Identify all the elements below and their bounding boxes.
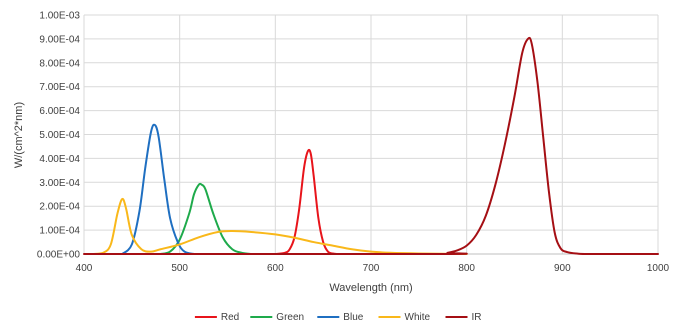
legend: Red Green Blue White IR bbox=[194, 312, 482, 323]
y-tick-label: 5.00E-04 bbox=[39, 130, 80, 141]
x-tick-label: 500 bbox=[171, 263, 188, 274]
y-tick-label: 2.00E-04 bbox=[39, 202, 80, 213]
y-tick-label: 6.00E-04 bbox=[39, 106, 80, 117]
y-tick-label: 7.00E-04 bbox=[39, 82, 80, 93]
series-line-green bbox=[159, 182, 253, 255]
y-tick-label: 9.00E-04 bbox=[39, 34, 80, 45]
series-line-white bbox=[92, 197, 468, 255]
series-line-blue bbox=[121, 123, 196, 255]
y-tick-label: 8.00E-04 bbox=[39, 58, 80, 69]
legend-label-white: White bbox=[405, 312, 431, 323]
legend-label-blue: Blue bbox=[343, 312, 363, 323]
series-line-red bbox=[274, 148, 339, 255]
y-tick-label: 0.00E+00 bbox=[37, 250, 81, 261]
legend-label-red: Red bbox=[221, 312, 239, 323]
x-tick-label: 700 bbox=[363, 263, 380, 274]
grid-lines bbox=[83, 14, 659, 255]
y-axis-tick-labels: 0.00E+00 1.00E-04 2.00E-04 3.00E-04 4.00E-04… bbox=[37, 11, 81, 261]
x-axis-tick-labels: 400 500 600 700 800 900 1000 bbox=[76, 263, 670, 274]
series-line-ir bbox=[83, 36, 659, 256]
y-tick-label: 4.00E-04 bbox=[39, 154, 80, 165]
legend-label-green: Green bbox=[276, 312, 304, 323]
x-tick-label: 400 bbox=[76, 263, 93, 274]
legend-label-ir: IR bbox=[472, 312, 482, 323]
x-axis-title: Wavelength (nm) bbox=[329, 282, 412, 294]
x-tick-label: 800 bbox=[458, 263, 475, 274]
x-tick-label: 1000 bbox=[647, 263, 670, 274]
x-tick-label: 600 bbox=[267, 263, 284, 274]
y-tick-label: 1.00E-04 bbox=[39, 226, 80, 237]
y-axis-title: W/(cm^2*nm) bbox=[13, 102, 25, 168]
y-tick-label: 3.00E-04 bbox=[39, 178, 80, 189]
x-tick-label: 900 bbox=[554, 263, 571, 274]
y-tick-label: 1.00E-03 bbox=[39, 11, 80, 22]
series-lines bbox=[83, 36, 659, 256]
